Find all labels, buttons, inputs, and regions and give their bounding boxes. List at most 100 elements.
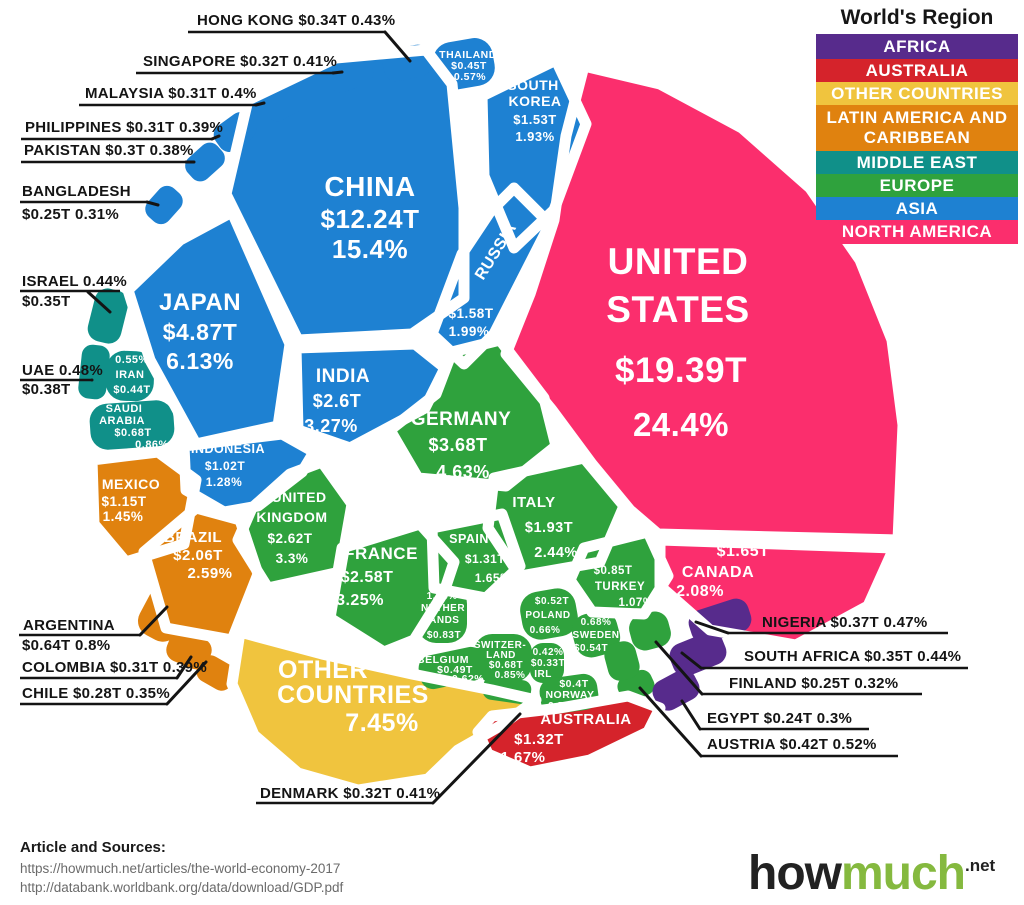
cell-us-label: STATES — [606, 289, 749, 330]
cell-brazil-label: 2.59% — [187, 565, 232, 582]
cell-ireland-label: $0.33T — [531, 658, 565, 669]
callout-argentina: ARGENTINA $0.64T 0.8% — [19, 605, 169, 654]
callout-austria-pointer-line — [638, 686, 703, 758]
callout-finland: FINLAND $0.25T 0.32% — [654, 640, 922, 696]
cell-australia-label: $1.32T — [514, 731, 564, 748]
cell-china-label: $12.24T — [321, 204, 420, 234]
cell-uk-label: 3.3% — [276, 551, 309, 566]
cell-finland-cell — [629, 611, 671, 651]
cell-euro-filler-cell — [604, 641, 640, 681]
callout-finland-pointer-line — [654, 640, 704, 696]
callout-colombia-label: COLOMBIA $0.31T 0.39% — [22, 659, 207, 676]
cell-russia-label: $1.58T — [448, 306, 493, 321]
howmuch-logo[interactable]: howmuch.net — [748, 846, 995, 901]
cell-thailand-label: THAILAND — [439, 49, 497, 61]
cell-brazil-label: $2.06T — [173, 547, 223, 564]
callout-philippines-pointer-line — [210, 134, 221, 141]
callout-colombia: COLOMBIA $0.31T 0.39% — [20, 655, 207, 680]
cell-turkey-label: $0.85T — [594, 565, 633, 577]
callout-bangladesh-pointer-line — [145, 200, 160, 207]
cell-netherlands-label: LANDS — [423, 615, 460, 626]
cell-turkey-gap — [564, 526, 674, 620]
cell-us-label: 24.4% — [633, 406, 729, 443]
cell-indonesia-label: INDONESIA — [191, 442, 265, 456]
cell-south-korea-label: 1.93% — [515, 129, 554, 144]
cell-japan-gap — [122, 206, 296, 450]
cell-germany-gap — [384, 334, 562, 492]
callout-nigeria-pointer-line — [694, 620, 730, 635]
callout-uae-label: UAE 0.48% — [22, 362, 103, 379]
cell-italy-gap — [482, 452, 630, 582]
cell-spain-label: SPAIN — [449, 532, 489, 546]
callout-hong-kong-pointer-line — [383, 30, 412, 63]
cell-iran-label: 0.55% — [115, 354, 149, 366]
cell-norway-label: NORWAY — [545, 689, 594, 701]
cell-mexico-label: 1.45% — [103, 509, 144, 524]
cell-belgium-label: 0.62% — [452, 673, 484, 685]
cell-uk-gap — [232, 456, 358, 594]
callout-singapore-pointer-line — [331, 70, 344, 75]
cell-us-gap — [500, 60, 909, 546]
cell-chile-cell — [196, 655, 236, 691]
callout-south-africa-pointer-line — [680, 651, 703, 670]
callout-israel-pointer-line — [86, 290, 112, 314]
legend-item-asia: ASIA — [816, 197, 1018, 220]
legend-item-latin-america: LATIN AMERICA AND CARIBBEAN — [816, 105, 1018, 151]
cell-germany-label: 4.63% — [436, 462, 490, 482]
cell-uae-cell — [78, 344, 110, 400]
cell-canada-label: $1.65T — [717, 543, 770, 560]
callout-philippines-label: PHILIPPINES $0.31T 0.39% — [25, 119, 223, 136]
callout-israel-label: $0.35T — [22, 293, 71, 310]
callout-egypt: EGYPT $0.24T 0.3% — [680, 699, 869, 731]
sources-title: Article and Sources: — [20, 839, 166, 856]
callout-israel-label: ISRAEL 0.44% — [22, 273, 127, 290]
callout-philippines: PHILIPPINES $0.31T 0.39% — [21, 119, 223, 141]
cell-switzerland — [474, 634, 532, 682]
cell-ireland-label: 0.42% — [533, 647, 564, 658]
cell-ireland — [530, 643, 564, 683]
cell-south-korea-label: SOUTH — [507, 77, 559, 93]
cell-us-label: $19.39T — [615, 351, 747, 390]
logo-how: how — [748, 847, 842, 900]
cell-thailand-label: $0.45T — [451, 60, 487, 72]
cell-saudi-label: SAUDI — [106, 403, 143, 415]
cell-pakistan-cell — [185, 142, 225, 182]
cell-belgium-label: BELGIUM — [417, 654, 469, 666]
callout-nigeria-label: NIGERIA $0.37T 0.47% — [762, 614, 928, 631]
cell-france-gap — [324, 518, 460, 658]
cell-spain-label: $1.31T — [465, 552, 506, 566]
callout-bangladesh: BANGLADESH $0.25T 0.31% — [20, 183, 160, 223]
cell-uk-label: UNITED — [271, 489, 326, 505]
callout-south-africa: SOUTH AFRICA $0.35T 0.44% — [680, 648, 968, 670]
cell-canada-gap — [654, 534, 900, 651]
source-link-databank[interactable]: http://databank.worldbank.org/data/downl… — [20, 880, 344, 895]
callout-malaysia-pointer-line — [254, 101, 266, 107]
cell-spain-label: 1.65% — [475, 571, 512, 585]
callout-pakistan-label: PAKISTAN $0.3T 0.38% — [24, 142, 194, 159]
callout-finland-label: FINLAND $0.25T 0.32% — [729, 675, 898, 692]
cell-australia-gap — [472, 690, 666, 778]
callout-bangladesh-label: $0.25T 0.31% — [22, 206, 119, 223]
logo-net-suffix: .net — [965, 856, 996, 875]
callout-malaysia: MALAYSIA $0.31T 0.4% — [79, 85, 266, 107]
cell-canada-label: 2.08% — [676, 583, 724, 600]
source-link-article[interactable]: https://howmuch.net/articles/the-world-e… — [20, 861, 341, 876]
cell-india-label: $2.6T — [313, 391, 362, 411]
legend-item-other: OTHER COUNTRIES — [816, 82, 1018, 105]
callout-singapore: SINGAPORE $0.32T 0.41% — [136, 53, 344, 75]
cell-south-korea-label: KOREA — [508, 93, 561, 109]
cell-uk-label: KINGDOM — [256, 509, 327, 525]
callout-israel: ISRAEL 0.44% $0.35T — [20, 273, 127, 314]
cell-indonesia-label: $1.02T — [205, 459, 246, 473]
cell-bangladesh-cell — [145, 185, 183, 225]
callout-argentina-label: $0.64T 0.8% — [22, 637, 110, 654]
cell-sweden — [571, 610, 621, 658]
cell-mexico-label: MEXICO — [102, 476, 160, 492]
callout-hong-kong-label: HONG KONG $0.34T 0.43% — [197, 12, 395, 29]
region-legend: World's Region AFRICA AUSTRALIA OTHER COUN… — [816, 4, 1018, 244]
cell-colombia-cell — [166, 630, 212, 670]
cell-italy-label: $1.93T — [525, 520, 573, 536]
callout-austria-label: AUSTRIA $0.42T 0.52% — [707, 736, 877, 753]
cell-india-label: INDIA — [316, 366, 370, 387]
cell-belgium-label: $0.49T — [437, 664, 473, 676]
